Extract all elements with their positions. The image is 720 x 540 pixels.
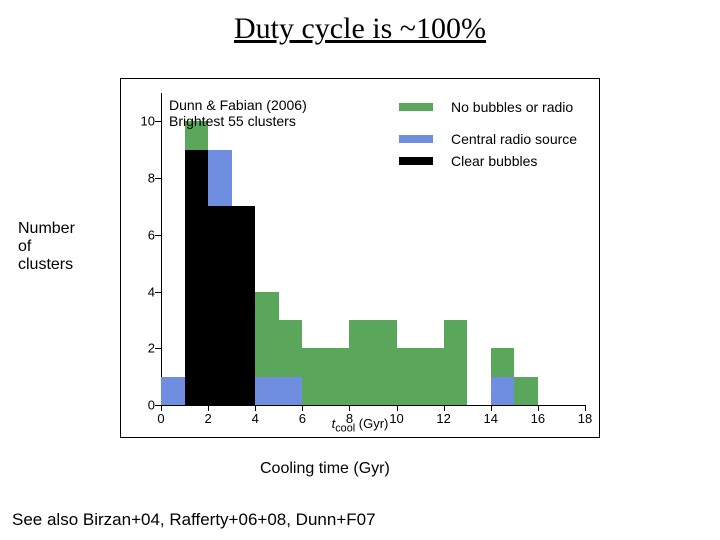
bar-green bbox=[255, 292, 279, 377]
legend-swatch-blue bbox=[399, 135, 433, 143]
bar-green bbox=[491, 348, 515, 376]
page-title: Duty cycle is ~100% bbox=[0, 12, 720, 46]
bar-blue bbox=[279, 377, 303, 405]
bar-green bbox=[373, 320, 397, 405]
bar-black bbox=[185, 150, 209, 405]
y-axis-label-external: Numberofclusters bbox=[18, 220, 75, 274]
legend-label-no-bubbles: No bubbles or radio bbox=[451, 99, 573, 115]
bar-green bbox=[420, 348, 444, 405]
source-citation-line2: Brightest 55 clusters bbox=[169, 113, 296, 129]
y-tick-label: 2 bbox=[137, 341, 155, 356]
legend-swatch-green bbox=[399, 103, 433, 111]
y-tick-label: 0 bbox=[137, 398, 155, 413]
bar-black bbox=[208, 206, 232, 405]
bar-blue bbox=[255, 377, 279, 405]
source-citation-line1: Dunn & Fabian (2006) bbox=[169, 97, 307, 113]
x-axis-label-external: Cooling time (Gyr) bbox=[260, 460, 390, 478]
y-tick-label: 4 bbox=[137, 284, 155, 299]
y-tick bbox=[155, 405, 161, 406]
bar-green bbox=[326, 348, 350, 405]
y-tick-label: 8 bbox=[137, 171, 155, 186]
legend-label-clear-bubbles: Clear bubbles bbox=[451, 153, 537, 169]
y-tick bbox=[155, 178, 161, 179]
y-tick bbox=[155, 292, 161, 293]
y-tick bbox=[155, 348, 161, 349]
bar-black bbox=[232, 206, 256, 405]
x-axis-title: tcool (Gyr) bbox=[121, 416, 599, 435]
legend-label-central-radio: Central radio source bbox=[451, 131, 577, 147]
bar-green bbox=[514, 377, 538, 405]
y-tick bbox=[155, 235, 161, 236]
bar-green bbox=[349, 320, 373, 405]
footer-citation: See also Birzan+04, Rafferty+06+08, Dunn… bbox=[12, 510, 376, 530]
bar-green bbox=[397, 348, 421, 405]
bar-blue bbox=[161, 377, 185, 405]
bar-green bbox=[302, 348, 326, 405]
chart-frame: 024681012141618 0246810 Dunn & Fabian (2… bbox=[120, 78, 600, 438]
y-tick bbox=[155, 121, 161, 122]
legend-swatch-black bbox=[399, 157, 433, 165]
bar-green bbox=[279, 320, 303, 377]
bar-blue bbox=[208, 150, 232, 207]
y-tick-label: 6 bbox=[137, 227, 155, 242]
bar-green bbox=[444, 320, 468, 405]
bar-blue bbox=[491, 377, 515, 405]
y-tick-label: 10 bbox=[137, 114, 155, 129]
x-axis bbox=[161, 405, 585, 406]
